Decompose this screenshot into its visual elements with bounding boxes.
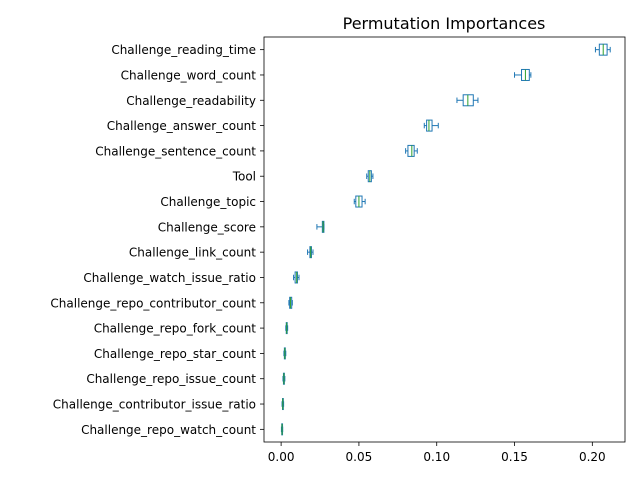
box-group: Challenge_link_count — [129, 246, 314, 260]
box-group: Challenge_topic — [160, 195, 366, 209]
box-group: Challenge_contributor_issue_ratio — [53, 398, 285, 412]
y-tick-label: Challenge_repo_contributor_count — [50, 296, 256, 310]
y-tick-label: Challenge_watch_issue_ratio — [83, 271, 256, 285]
box-group: Challenge_repo_contributor_count — [50, 296, 293, 310]
box-group: Tool — [232, 170, 374, 184]
box-group: Challenge_sentence_count — [95, 144, 418, 158]
x-tick-label: 0.10 — [423, 450, 450, 464]
box-group: Challenge_repo_watch_count — [81, 423, 284, 437]
x-tick-label: 0.00 — [268, 450, 295, 464]
box-group: Challenge_answer_count — [107, 119, 439, 133]
y-tick-label: Challenge_word_count — [121, 68, 257, 82]
y-tick-label: Challenge_answer_count — [107, 119, 256, 133]
y-tick-label: Challenge_repo_watch_count — [81, 423, 256, 437]
y-tick-label: Challenge_readability — [126, 94, 256, 108]
y-tick-label: Challenge_link_count — [129, 246, 256, 260]
y-tick-label: Challenge_contributor_issue_ratio — [53, 398, 256, 412]
plot-area: 0.00 0.05 0.10 0.15 0.20 Challenge_reading_ti… — [50, 36, 626, 464]
y-tick-label: Challenge_repo_fork_count — [94, 322, 257, 336]
box-group: Challenge_reading_time — [111, 43, 611, 57]
box-group: Challenge_word_count — [121, 68, 532, 82]
box-group: Challenge_repo_issue_count — [86, 372, 286, 386]
y-tick-label: Challenge_reading_time — [111, 43, 256, 57]
plot-frame — [263, 36, 626, 443]
box-group: Challenge_score — [158, 220, 325, 234]
y-tick-label: Tool — [232, 170, 256, 184]
y-tick-label: Challenge_topic — [160, 195, 256, 209]
box-group: Challenge_watch_issue_ratio — [83, 271, 300, 285]
y-tick-label: Challenge_sentence_count — [95, 144, 256, 158]
box-iqr — [407, 144, 415, 157]
box-group: Challenge_repo_fork_count — [94, 322, 289, 336]
y-tick-label: Challenge_repo_issue_count — [86, 372, 256, 386]
x-tick-label: 0.05 — [346, 450, 373, 464]
box-group: Challenge_repo_star_count — [94, 347, 287, 361]
y-tick-label: Challenge_score — [158, 220, 256, 234]
x-tick-label: 0.20 — [579, 450, 606, 464]
chart-title: Permutation Importances — [343, 14, 546, 33]
y-tick-label: Challenge_repo_star_count — [94, 347, 256, 361]
x-tick-label: 0.15 — [501, 450, 528, 464]
box-group: Challenge_readability — [126, 94, 479, 108]
